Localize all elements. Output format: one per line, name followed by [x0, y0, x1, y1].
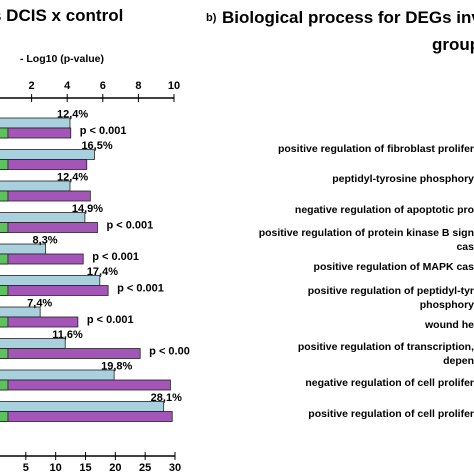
top-axis-tick-label: 8	[135, 80, 141, 92]
bar-blue	[0, 275, 101, 286]
bar-percent-label: 11,6%	[52, 329, 83, 341]
process-label-line: positive regulation of protein kinase B …	[258, 227, 474, 239]
p-value-label: p < 0.001	[80, 125, 127, 137]
process-label: positive regulation of peptidyl-tyr phosp…	[308, 284, 474, 312]
bar-green	[0, 316, 9, 328]
bar-green	[0, 159, 9, 170]
bottom-axis-tick-label: 5	[23, 462, 29, 474]
bar-green	[0, 348, 9, 359]
process-label: positive regulation of transcription, dep…	[298, 340, 474, 368]
process-label-line: peptidyl-tyrosine phosphory	[332, 173, 474, 185]
panel-b-title: Biological process for DEGs inv	[222, 8, 474, 27]
process-label-line: positive regulation of fibroblast prolif…	[277, 143, 474, 155]
bar-blue	[0, 401, 165, 412]
process-label: positive regulation of fibroblast prolif…	[278, 142, 474, 156]
process-label-line: phosphory	[419, 299, 474, 311]
process-label: positive regulation of MAPK cas	[314, 260, 474, 274]
top-axis-tick-label: 6	[100, 80, 106, 92]
bar-purple	[0, 316, 79, 328]
bar-green	[0, 253, 9, 265]
process-label-line: positive regulation of transcription,	[297, 341, 474, 353]
bar-purple	[0, 222, 98, 233]
top-axis-tick-label: 2	[29, 80, 35, 92]
bar-percent-label: 19,8%	[101, 361, 132, 373]
process-label-line: depen	[443, 355, 474, 367]
bar-purple	[0, 159, 88, 170]
p-value-label: p < 0.001	[117, 283, 164, 295]
top-axis-label: - Log10 (p-value)	[20, 53, 104, 65]
bar-percent-label: 12,4%	[57, 109, 88, 121]
p-value-label: p < 0.001	[92, 251, 139, 263]
p-value-label: p < 0.001	[106, 220, 153, 232]
panel-b-label: b)	[206, 12, 217, 24]
process-label: peptidyl-tyrosine phosphory	[332, 172, 474, 186]
bar-green	[0, 285, 9, 296]
process-label: negative regulation of apoptotic pro	[295, 203, 474, 217]
bottom-axis-tick-label: 20	[109, 462, 121, 474]
bar-percent-label: 14,9%	[72, 203, 103, 215]
bar-purple	[0, 253, 84, 265]
process-label-line: wound he	[425, 319, 474, 331]
biological-process-list: positive regulation of fibroblast prolif…	[200, 0, 474, 474]
process-label: positive regulation of protein kinase B …	[259, 226, 474, 254]
bar-percent-label: 17,4%	[87, 266, 118, 278]
bottom-axis-tick-label: 15	[79, 462, 91, 474]
process-label-line: positive regulation of cell prolifer	[308, 408, 474, 420]
bar-blue	[0, 369, 115, 381]
bottom-axis-tick-label: 25	[139, 462, 151, 474]
process-label-line: negative regulation of cell prolifer	[305, 377, 474, 389]
bar-percent-label: 7,4%	[27, 298, 52, 310]
bar-purple	[0, 411, 173, 422]
top-axis-tick-label: 10	[168, 80, 180, 92]
process-label: wound he	[425, 318, 474, 332]
bar-percent-label: 8,3%	[33, 235, 58, 247]
bar-purple	[0, 348, 141, 359]
bar-purple	[0, 379, 171, 391]
bar-green	[0, 411, 9, 422]
panel-a-title: s DCIS x control	[0, 6, 124, 25]
p-value-label: p < 0.001	[87, 314, 134, 326]
bar-green	[0, 222, 9, 233]
top-axis-tick-label: 4	[64, 80, 71, 92]
bar-percent-label: 28,1%	[151, 392, 182, 404]
bar-purple	[0, 285, 109, 296]
process-label: positive regulation of cell prolifer	[308, 407, 474, 421]
process-label-line: positive regulation of MAPK cas	[313, 261, 474, 273]
bottom-axis-tick-label: 30	[169, 462, 181, 474]
bar-purple	[0, 127, 72, 139]
bar-green	[0, 127, 9, 139]
bar-green	[0, 379, 9, 391]
p-value-label: p < 0.00	[149, 346, 190, 358]
process-label-line: cas	[456, 241, 474, 253]
bar-purple	[0, 190, 91, 202]
bar-percent-label: 16,5%	[81, 140, 112, 152]
bar-green	[0, 190, 9, 202]
process-label: negative regulation of cell prolifer	[305, 376, 474, 390]
process-label-line: negative regulation of apoptotic pro	[294, 204, 474, 216]
bottom-axis-tick-label: 10	[50, 462, 62, 474]
process-label-line: positive regulation of peptidyl-tyr	[307, 285, 474, 297]
bar-blue	[0, 149, 95, 160]
bar-percent-label: 12,4%	[57, 172, 88, 184]
